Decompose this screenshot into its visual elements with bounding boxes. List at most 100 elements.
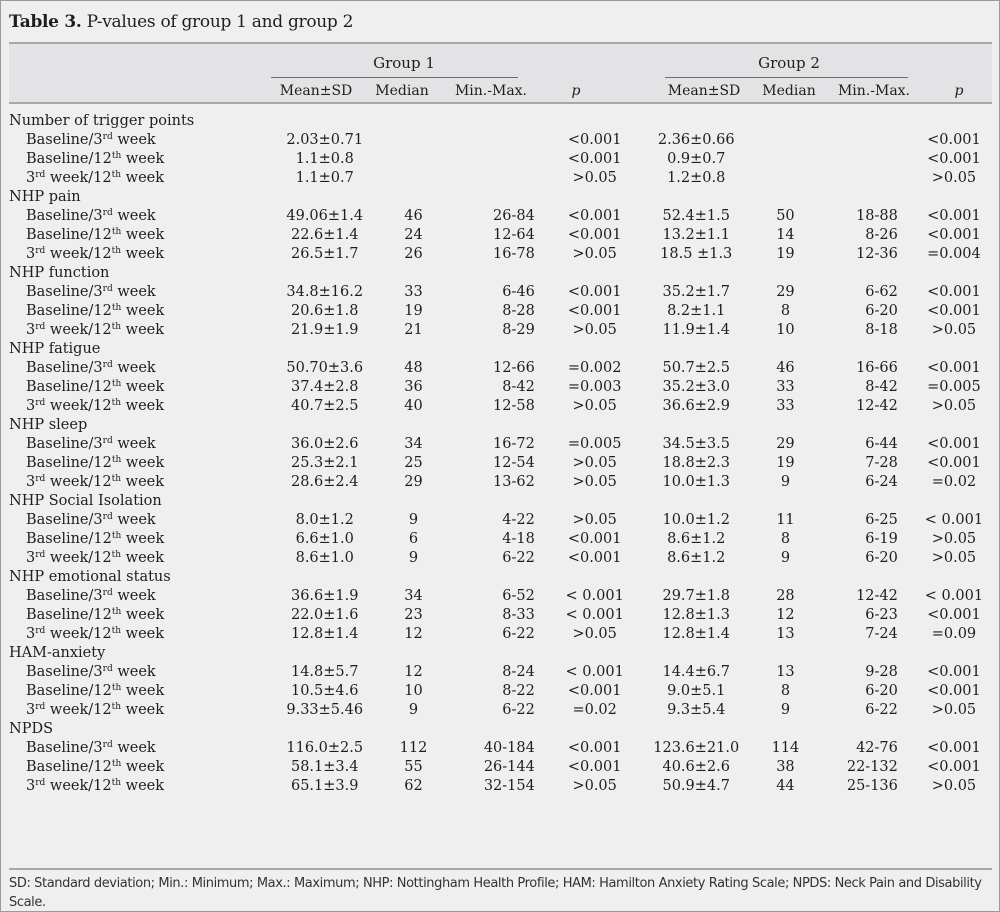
median-2: 29 xyxy=(776,284,795,300)
median-2: 9 xyxy=(780,702,791,718)
median-2: 28 xyxy=(776,588,795,604)
row-label: Baseline/3rd week xyxy=(9,435,271,454)
p-value-2: <0.001 xyxy=(927,284,981,300)
table-row: Baseline/12th week 22.0±1.6 23 8-33 < 0.001 1… xyxy=(9,606,1000,625)
mean-sd-2: 35.2±3.0 xyxy=(662,379,730,395)
table-row: Baseline/3rd week 116.0±2.5 112 40-184 <0.00… xyxy=(9,739,1000,758)
row-label-text: week xyxy=(121,322,165,338)
row-label-text: week xyxy=(112,740,156,756)
p-value-2: <0.001 xyxy=(927,436,981,452)
ordinal-suffix: th xyxy=(111,683,122,693)
row-label-text: week/12 xyxy=(45,398,112,414)
median-1: 19 xyxy=(404,303,423,319)
results-table: Number of trigger points Baseline/3rd wee… xyxy=(9,112,1000,796)
table-row: Baseline/12th week 25.3±2.1 25 12-54 >0.05 18… xyxy=(9,454,1000,473)
mean-sd-2: 9.3±5.4 xyxy=(667,702,726,718)
median-1: 12 xyxy=(404,626,423,642)
ordinal-suffix: rd xyxy=(102,132,113,142)
mean-sd-2: 0.9±0.7 xyxy=(667,151,726,167)
table-row: Baseline/3rd week 36.6±1.9 34 6-52 < 0.001 29… xyxy=(9,587,1000,606)
mean-sd-2: 12.8±1.3 xyxy=(662,607,730,623)
row-label-text: week xyxy=(121,455,165,471)
min-max-1: 26-144 xyxy=(483,759,535,775)
median-2: 114 xyxy=(771,740,800,756)
p-value-1: =0.002 xyxy=(567,360,622,376)
table-row: Baseline/3rd week 49.06±1.4 46 26-84 <0.001 5… xyxy=(9,207,1000,226)
row-label: Baseline/12th week xyxy=(9,226,271,245)
min-max-1: 12-58 xyxy=(493,398,535,414)
median-1: 23 xyxy=(404,607,423,623)
median-2: 10 xyxy=(776,322,795,338)
ordinal-suffix: rd xyxy=(102,588,113,598)
p-value-1: <0.001 xyxy=(567,531,622,547)
row-label-text: Baseline/3 xyxy=(26,512,103,528)
min-max-2: 42-76 xyxy=(856,740,898,756)
row-label: 3rd week/12th week xyxy=(9,777,271,796)
table-row: 3rd week/12th week 9.33±5.46 9 6-22 =0.02 9.3… xyxy=(9,701,1000,720)
section-label: NPDS xyxy=(9,721,54,737)
table-row: Baseline/3rd week 50.70±3.6 48 12-66 =0.002 5… xyxy=(9,359,1000,378)
p-value-2: <0.001 xyxy=(927,227,981,243)
table-row: 3rd week/12th week 65.1±3.9 62 32-154 >0.05 5… xyxy=(9,777,1000,796)
row-label-text: week xyxy=(121,626,165,642)
mean-sd-2: 40.6±2.6 xyxy=(662,759,730,775)
ordinal-suffix: th xyxy=(111,303,122,313)
section-label: NHP Social Isolation xyxy=(9,493,162,509)
row-label-text: week xyxy=(112,588,156,604)
mean-sd-1: 8.0±1.2 xyxy=(295,512,354,528)
row-label: Baseline/3rd week xyxy=(9,131,271,150)
row-label: Baseline/3rd week xyxy=(9,511,271,530)
mean-sd-2: 18.5 ±1.3 xyxy=(660,246,733,262)
section-label: NHP sleep xyxy=(9,417,88,433)
row-label-text: Baseline/3 xyxy=(26,436,103,452)
row-label: 3rd week/12th week xyxy=(9,701,271,720)
mean-sd-1: 22.0±1.6 xyxy=(290,607,359,623)
table-row: 3rd week/12th week 1.1±0.7 >0.05 1.2±0.8 >0.… xyxy=(9,169,1000,188)
mean-sd-1: 22.6±1.4 xyxy=(290,227,359,243)
row-label-text: 3 xyxy=(26,398,36,414)
ordinal-suffix: th xyxy=(111,759,122,769)
row-label-text: week xyxy=(121,246,165,262)
row-label: Baseline/12th week xyxy=(9,302,271,321)
footnote: SD: Standard deviation; Min.: Minimum; M… xyxy=(9,868,992,912)
row-label-text: week xyxy=(112,664,156,680)
p-value-2: < 0.001 xyxy=(924,588,984,604)
median-1 xyxy=(378,169,449,188)
min-max-1: 4-22 xyxy=(502,512,535,528)
section-row: NHP sleep xyxy=(9,416,1000,435)
mean-sd-1: 28.6±2.4 xyxy=(290,474,359,490)
row-label-text: 3 xyxy=(26,322,36,338)
row-label-text: Baseline/12 xyxy=(26,607,112,623)
row-label-text: Baseline/12 xyxy=(26,531,112,547)
p-value-1: < 0.001 xyxy=(565,607,624,623)
p-value-1: >0.05 xyxy=(572,398,617,414)
row-label-text: Baseline/3 xyxy=(26,664,103,680)
table-row: Baseline/12th week 10.5±4.6 10 8-22 <0.001 9.… xyxy=(9,682,1000,701)
min-max-1 xyxy=(449,169,547,188)
mean-sd-2: 9.0±5.1 xyxy=(667,683,726,699)
min-max-1: 12-64 xyxy=(493,227,535,243)
median-1: 55 xyxy=(404,759,423,775)
row-label-text: Baseline/3 xyxy=(26,132,103,148)
row-label: 3rd week/12th week xyxy=(9,549,271,568)
p-value-2: >0.05 xyxy=(931,322,977,338)
row-label-text: week xyxy=(121,778,165,794)
mean-sd-1: 14.8±5.7 xyxy=(290,664,359,680)
median-1: 25 xyxy=(404,455,423,471)
median-2: 38 xyxy=(776,759,795,775)
min-max-2 xyxy=(821,150,908,169)
p-value-2: <0.001 xyxy=(927,683,981,699)
row-label: Baseline/12th week xyxy=(9,606,271,625)
min-max-1: 26-84 xyxy=(493,208,535,224)
p-value-1: < 0.001 xyxy=(565,588,624,604)
row-label: 3rd week/12th week xyxy=(9,625,271,644)
row-label: Baseline/12th week xyxy=(9,682,271,701)
ordinal-suffix: rd xyxy=(35,778,46,788)
p-value-1: >0.05 xyxy=(572,322,617,338)
p-value-1: =0.005 xyxy=(567,436,622,452)
mean-sd-2: 8.6±1.2 xyxy=(667,531,726,547)
mean-sd-1: 49.06±1.4 xyxy=(286,208,364,224)
min-max-1: 12-54 xyxy=(493,455,535,471)
ordinal-suffix: rd xyxy=(35,322,46,332)
row-label-text: week/12 xyxy=(45,246,112,262)
